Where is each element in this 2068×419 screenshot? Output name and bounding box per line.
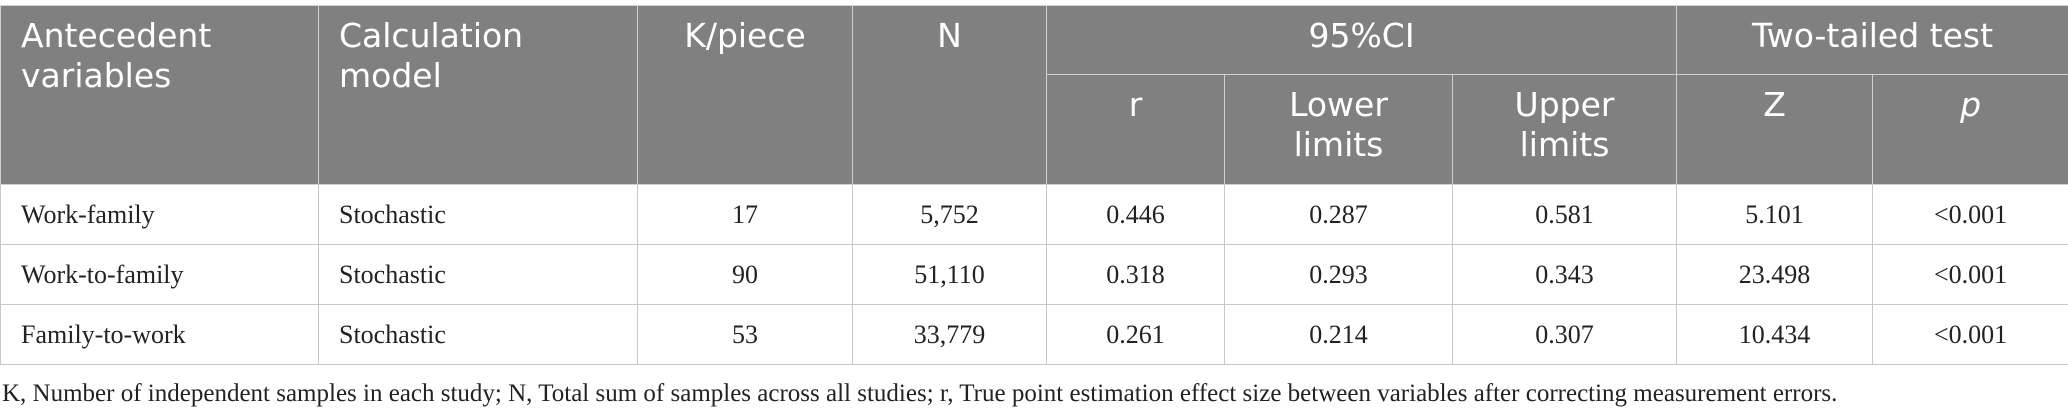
table-cell: Work-family: [0, 184, 319, 245]
table-cell: 0.343: [1451, 244, 1678, 305]
table-row: Work-family Stochastic 17 5,752 0.446 0.287 0.…: [0, 184, 2068, 245]
table-row: Work-to-family Stochastic 90 51,110 0.318 0.2…: [0, 244, 2068, 305]
table-cell: 0.581: [1451, 184, 1678, 245]
header-cell: r: [1046, 74, 1225, 185]
table-cell: 0.446: [1046, 184, 1225, 245]
table-cell: 0.307: [1451, 304, 1678, 365]
table-cell: 0.214: [1224, 304, 1453, 365]
header-cell: 95%CI: [1045, 5, 1678, 75]
header-cell: N: [852, 5, 1047, 185]
table-cell: Family-to-work: [0, 304, 319, 365]
table-cell: <0.001: [1872, 184, 2068, 245]
header-cell: Lower limits: [1224, 74, 1453, 185]
table-cell: Stochastic: [318, 244, 638, 305]
table-cell: Work-to-family: [0, 244, 319, 305]
header-cell: Two-tailed test: [1676, 5, 2068, 75]
table-cell: 51,110: [852, 244, 1047, 305]
table-cell: 0.318: [1046, 244, 1225, 305]
table-cell: 0.293: [1224, 244, 1453, 305]
header-cell: p: [1872, 74, 2068, 185]
table-cell: 5.101: [1676, 184, 1874, 245]
table-cell: 17: [637, 184, 853, 245]
header-cell: Calculation model: [318, 5, 638, 185]
header-cell: Z: [1676, 74, 1874, 185]
table-cell: 53: [637, 304, 853, 365]
table-cell: 0.287: [1224, 184, 1453, 245]
table-row: Family-to-work Stochastic 53 33,779 0.261 0.2…: [0, 304, 2068, 365]
table-cell: 33,779: [852, 304, 1047, 365]
table-cell: 0.261: [1046, 304, 1225, 365]
table-cell: Stochastic: [318, 304, 638, 365]
table-cell: 90: [637, 244, 853, 305]
table-cell: 5,752: [852, 184, 1047, 245]
header-cell: Upper limits: [1451, 74, 1678, 185]
header-cell: K/piece: [637, 5, 853, 185]
header-cell: Antecedent variables: [0, 5, 319, 185]
table-cell: Stochastic: [318, 184, 638, 245]
table-cell: <0.001: [1872, 244, 2068, 305]
table-cell: 10.434: [1676, 304, 1874, 365]
footnote: K, Number of independent samples in each…: [2, 380, 1838, 407]
data-table: Antecedent variables Calculation model K/p…: [0, 5, 2068, 365]
table-cell: <0.001: [1872, 304, 2068, 365]
table-cell: 23.498: [1676, 244, 1874, 305]
